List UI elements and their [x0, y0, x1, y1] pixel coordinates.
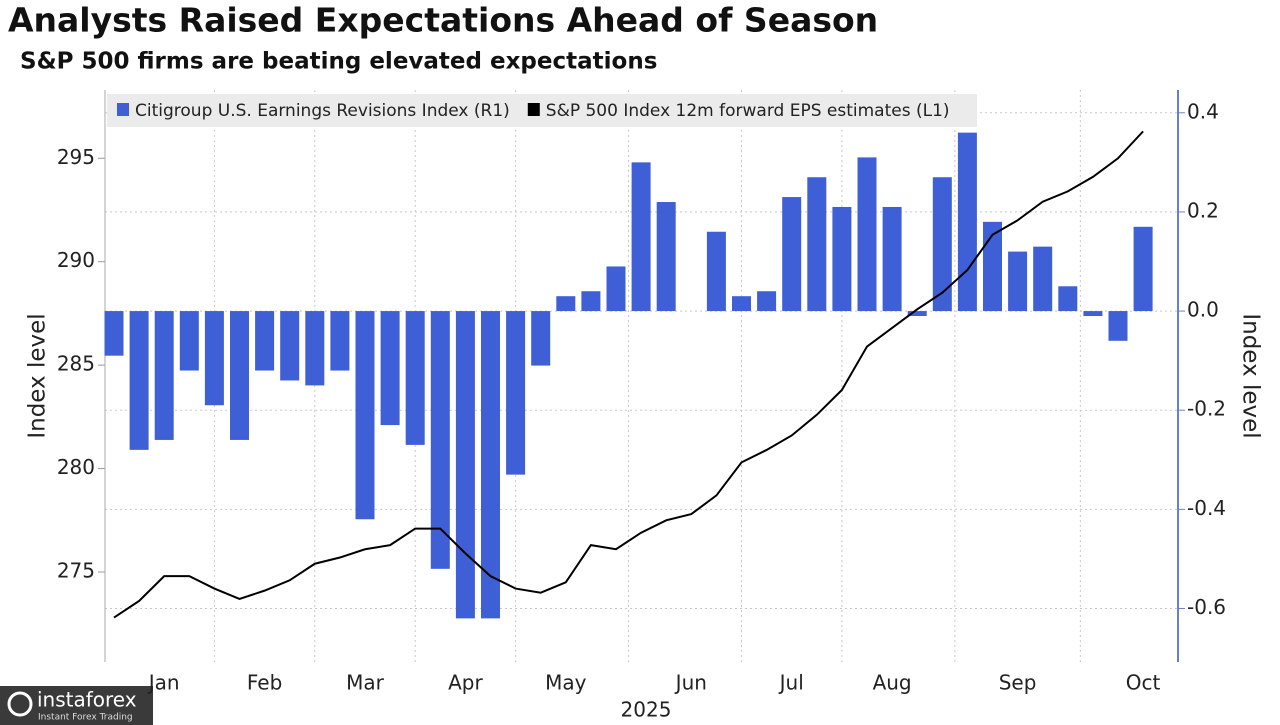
- bar: [556, 296, 576, 312]
- bar: [305, 311, 325, 386]
- y-tick-label: 295: [57, 145, 95, 169]
- legend-box: [107, 94, 977, 127]
- y2-tick-label: -0.6: [1187, 595, 1226, 619]
- y2-tick-label: 0.4: [1187, 99, 1219, 123]
- chart-subtitle: S&P 500 firms are beating elevated expec…: [20, 49, 657, 75]
- legend-swatch: [527, 103, 540, 116]
- bar: [907, 311, 927, 317]
- bar: [807, 177, 827, 312]
- watermark-brand: instaforex: [37, 688, 137, 712]
- bar: [606, 266, 626, 312]
- watermark: instaforex Instant Forex Trading: [0, 686, 153, 725]
- bar: [706, 231, 726, 312]
- bar: [455, 311, 475, 619]
- x-tick-label: Jun: [674, 671, 707, 695]
- bar: [506, 311, 526, 475]
- y2-tick-label: 0.2: [1187, 198, 1219, 222]
- x-tick-label: Oct: [1126, 671, 1161, 695]
- y-tick-label: 290: [57, 248, 95, 272]
- line: [113, 130, 1144, 619]
- bar: [129, 311, 149, 450]
- bar: [355, 311, 375, 520]
- bar: [957, 132, 977, 312]
- y-tick-label: 285: [57, 352, 95, 376]
- bar: [782, 197, 802, 312]
- x-tick-label: May: [545, 671, 587, 695]
- legend-swatch: [117, 103, 129, 116]
- bar: [1033, 246, 1053, 312]
- y-tick-label: 275: [57, 559, 95, 583]
- bar: [1008, 251, 1028, 312]
- x-tick-label: Sep: [999, 671, 1037, 695]
- bar: [656, 202, 676, 312]
- bar: [581, 291, 601, 312]
- bar: [882, 206, 902, 312]
- bar: [1083, 311, 1103, 317]
- bar: [531, 311, 551, 366]
- x-tick-label: Jan: [147, 671, 180, 695]
- y2-tick-label: 0.0: [1187, 298, 1219, 322]
- y-axis-label: Index level: [25, 313, 51, 438]
- bar: [1058, 286, 1078, 312]
- bar: [631, 162, 651, 312]
- x-tick-label: Aug: [873, 671, 912, 695]
- bar: [204, 311, 224, 406]
- chart-title: Analysts Raised Expectations Ahead of Se…: [8, 1, 878, 40]
- watermark-icon: [7, 691, 33, 717]
- bar: [280, 311, 300, 381]
- bar: [481, 311, 500, 619]
- legend: Citigroup U.S. Earnings Revisions Index …: [107, 94, 977, 127]
- bar: [983, 221, 1002, 312]
- bar: [857, 157, 877, 312]
- bar: [932, 177, 952, 312]
- watermark-box: [0, 686, 153, 725]
- bar: [1108, 311, 1128, 341]
- bar: [832, 206, 852, 312]
- bar: [405, 311, 425, 445]
- legend-label: Citigroup U.S. Earnings Revisions Index …: [135, 101, 510, 121]
- x-tick-label: Apr: [448, 671, 483, 695]
- bar: [255, 311, 275, 371]
- bar: [330, 311, 350, 371]
- x-axis-label: 2025: [621, 698, 672, 722]
- bar: [104, 311, 124, 356]
- bar: [757, 291, 777, 312]
- bar: [154, 311, 174, 440]
- bar: [179, 311, 199, 371]
- bar: [430, 311, 450, 569]
- y2-axis-label: Index level: [1238, 313, 1264, 438]
- y2-tick-label: -0.4: [1187, 496, 1226, 520]
- bar: [1133, 226, 1153, 312]
- x-tick-label: Jul: [778, 671, 804, 695]
- y2-tick-label: -0.2: [1187, 397, 1226, 421]
- watermark-tagline: Instant Forex Trading: [38, 713, 133, 723]
- bar: [230, 311, 249, 440]
- bar: [380, 311, 400, 426]
- y-tick-label: 280: [57, 455, 95, 479]
- x-tick-label: Feb: [247, 671, 282, 695]
- legend-label: S&P 500 Index 12m forward EPS estimates …: [546, 101, 950, 121]
- x-tick-label: Mar: [346, 671, 385, 695]
- bar: [732, 296, 751, 312]
